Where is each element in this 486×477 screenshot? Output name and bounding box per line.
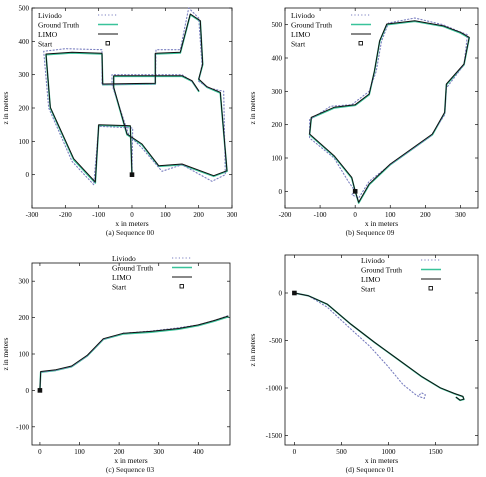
series-limo (293, 292, 465, 401)
x-tick-label: -200 (59, 211, 72, 219)
x-axis-label: x in meters (365, 456, 398, 465)
legend-label-limo: LIMO (112, 273, 132, 282)
legend-label-limo: LIMO (38, 30, 58, 39)
x-tick-label: 200 (193, 211, 204, 219)
series-ground-truth (39, 316, 229, 392)
plot-frame (284, 254, 479, 446)
plot-frame (284, 7, 479, 209)
y-tick-label: -100 (16, 423, 29, 431)
y-axis-label: z in meters (248, 91, 257, 124)
legend-label-ground-truth: Ground Truth (361, 266, 402, 275)
x-tick-label: 0 (130, 211, 134, 219)
legend-label-start: Start (361, 285, 376, 294)
x-tick-label: -100 (314, 211, 327, 219)
y-tick-label: 100 (19, 351, 30, 359)
y-tick-label: 100 (19, 138, 30, 146)
series-liviodo (43, 7, 226, 186)
caption-seq00: (a) Sequence 00 (105, 228, 155, 237)
legend-label-liviodo: Liviodo (38, 11, 62, 20)
x-tick-label: 1500 (429, 448, 444, 456)
x-tick-label: 400 (193, 448, 204, 456)
legend-label-start: Start (112, 283, 127, 292)
legend-label-limo: LIMO (361, 275, 381, 284)
legend-key-start (105, 41, 110, 46)
series-liviodo (293, 292, 426, 399)
x-tick-label: 300 (153, 448, 164, 456)
caption-seq09: (b) Sequence 09 (345, 228, 395, 237)
series-limo (45, 13, 228, 183)
x-tick-label: 200 (420, 211, 431, 219)
y-tick-label: 500 (272, 21, 283, 29)
caption-seq01: (d) Sequence 01 (345, 465, 395, 474)
series-limo (309, 20, 470, 203)
legend-key-start (428, 286, 433, 291)
y-axis-label: z in meters (248, 333, 257, 366)
y-tick-label: 300 (19, 71, 30, 79)
legend-label-start: Start (38, 40, 53, 49)
y-tick-label: 200 (272, 121, 283, 129)
y-tick-label: 200 (19, 105, 30, 113)
y-axis-label: z in meters (1, 337, 10, 370)
chart-seq09: -200 -100 0 100 200 300 0 100 200 300 400 500 x in m… (248, 7, 479, 228)
x-tick-label: 0 (293, 448, 297, 456)
y-tick-label: 500 (19, 5, 30, 13)
chart-panel-seq01: 0 500 1000 1500 -1500 -1000 -500 0 x in meters z … (243, 245, 486, 477)
y-tick-label: 100 (272, 155, 283, 163)
legend-label-ground-truth: Ground Truth (291, 21, 332, 30)
y-tick-label: 400 (272, 55, 283, 63)
legend-key-start (358, 41, 363, 46)
x-tick-label: 1000 (382, 448, 397, 456)
x-tick-label: 100 (160, 211, 171, 219)
y-tick-label: -1000 (266, 385, 283, 393)
x-tick-label: 0 (353, 211, 357, 219)
chart-panel-seq09: -200 -100 0 100 200 300 0 100 200 300 400 500 x in m… (243, 0, 486, 240)
start-marker (129, 172, 135, 177)
chart-panel-seq00: -300 -200 -100 0 100 200 300 0 100 200 300 400 500 x … (0, 0, 243, 240)
y-tick-label: 200 (19, 314, 30, 322)
legend-key-start (179, 284, 184, 289)
y-tick-label: 0 (279, 188, 283, 196)
start-marker (37, 388, 43, 393)
x-tick-label: -100 (92, 211, 105, 219)
chart-seq01: 0 500 1000 1500 -1500 -1000 -500 0 x in meters z … (248, 254, 479, 465)
y-tick-label: 0 (26, 171, 30, 179)
series-limo (39, 315, 229, 391)
y-tick-label: 300 (19, 278, 30, 286)
legend-label-ground-truth: Ground Truth (38, 21, 79, 30)
x-tick-label: 100 (74, 448, 85, 456)
chart-seq00: -300 -200 -100 0 100 200 300 0 100 200 300 400 500 x … (1, 5, 238, 229)
legend-label-liviodo: Liviodo (361, 256, 385, 265)
y-tick-label: 0 (26, 387, 30, 395)
chart-seq03: 0 100 200 300 400 -100 0 100 200 300 x in meters z … (1, 254, 231, 465)
series-liviodo (39, 315, 229, 391)
start-marker (292, 290, 297, 296)
y-tick-label: 300 (272, 88, 283, 96)
y-tick-label: 0 (279, 290, 283, 298)
start-marker (352, 189, 358, 194)
x-tick-label: 0 (38, 448, 42, 456)
legend-label-limo: LIMO (291, 30, 311, 39)
x-tick-label: -200 (279, 211, 292, 219)
x-tick-label: 300 (455, 211, 466, 219)
y-axis-label: z in meters (1, 91, 10, 124)
y-tick-label: 400 (19, 38, 30, 46)
x-tick-label: 500 (336, 448, 347, 456)
x-tick-label: 200 (114, 448, 125, 456)
y-tick-label: -1500 (266, 432, 283, 440)
y-tick-label: -500 (269, 337, 282, 345)
x-tick-label: 300 (227, 211, 238, 219)
x-axis-label: x in meters (114, 456, 147, 465)
x-axis-label: x in meters (115, 219, 148, 228)
series-ground-truth (293, 292, 465, 402)
legend-label-start: Start (291, 40, 306, 49)
chart-panel-seq03: 0 100 200 300 400 -100 0 100 200 300 x in meters z … (0, 245, 243, 477)
legend-label-liviodo: Liviodo (291, 11, 315, 20)
x-axis-label: x in meters (365, 219, 398, 228)
x-tick-label: -300 (26, 211, 39, 219)
legend-label-liviodo: Liviodo (112, 254, 136, 263)
x-tick-label: 100 (385, 211, 396, 219)
legend-label-ground-truth: Ground Truth (112, 264, 153, 273)
plot-frame (31, 262, 231, 446)
caption-seq03: (c) Sequence 03 (105, 465, 155, 474)
